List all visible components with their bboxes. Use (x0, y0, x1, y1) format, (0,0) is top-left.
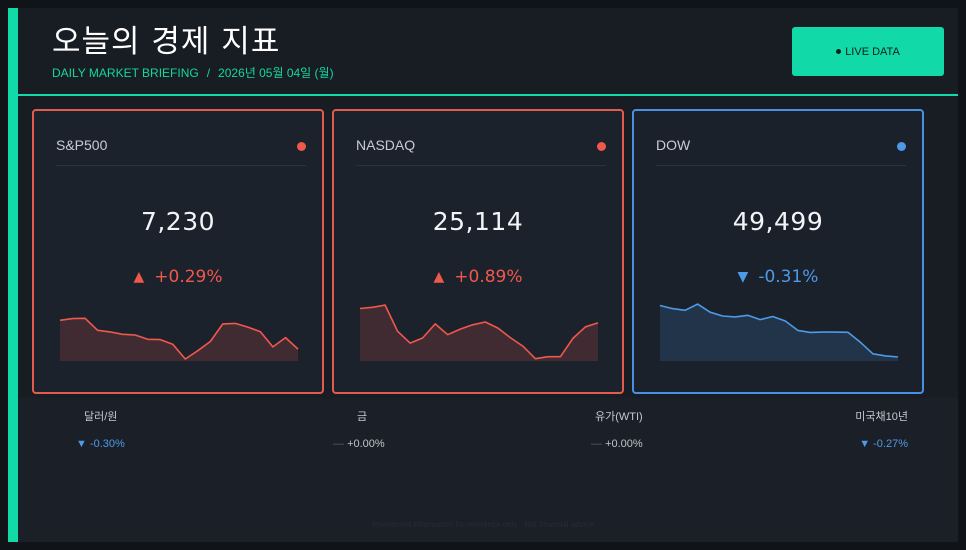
up-arrow-icon: ▲ (433, 269, 445, 285)
sparkline-area (60, 318, 298, 361)
change-percent: -0.27% (873, 438, 908, 450)
sparkline-chart (59, 317, 299, 361)
index-card-sp500[interactable]: S&P500 7,230 ▲ +0.29% (32, 109, 324, 394)
index-value: 25,114 (432, 207, 524, 236)
indicator-name: 미국채10년 (855, 411, 908, 423)
indicator-oil-wti[interactable]: 유가(WTI) — +0.00% (591, 408, 791, 450)
indicator-usd-krw[interactable]: 달러/원 ▼ -0.30% (76, 408, 284, 450)
briefing-date: 2026년 05월 04일 (월) (218, 66, 334, 80)
index-name: S&P500 (56, 137, 108, 153)
footer-disclaimer: Investment information for reference onl… (372, 520, 594, 529)
card-header: NASDAQ (356, 125, 606, 166)
index-card-dow[interactable]: DOW 49,499 ▼ -0.31% (632, 109, 924, 394)
index-value: 7,230 (140, 207, 216, 236)
indicator-name: 달러/원 (84, 411, 118, 423)
status-dot-icon (297, 142, 306, 151)
sparkline-line (59, 317, 299, 360)
subtitle-separator: / (206, 66, 211, 80)
change-percent: -0.30% (89, 438, 125, 450)
sparkline-line (659, 303, 899, 358)
live-data-button[interactable]: LIVE DATA (792, 27, 944, 76)
briefing-label: DAILY MARKET BRIEFING (52, 66, 199, 80)
accent-bar (8, 8, 18, 542)
index-name: NASDAQ (356, 137, 416, 153)
subtitle: DAILY MARKET BRIEFING / 2026년 05월 04일 (월) (52, 64, 334, 81)
sparkline-chart (359, 304, 599, 361)
index-change: ▲ +0.89% (334, 267, 622, 287)
header: 오늘의 경제 지표 DAILY MARKET BRIEFING / 2026년 05… (18, 8, 958, 94)
change-percent: -0.31% (758, 267, 819, 287)
change-percent: +0.29% (154, 267, 223, 287)
indicator-name: 금 (357, 411, 368, 423)
live-dot-icon (836, 49, 842, 54)
indicator-change: — +0.00% (333, 438, 533, 450)
flat-dash-icon: — (591, 438, 602, 450)
up-arrow-icon: ▲ (133, 269, 145, 285)
sparkline-line (359, 304, 599, 360)
indicator-us-10y[interactable]: 미국채10년 ▼ -0.27% (708, 408, 908, 450)
sparkline-area (360, 305, 598, 361)
status-dot-icon (897, 142, 906, 151)
index-card-nasdaq[interactable]: NASDAQ 25,114 ▲ +0.89% (332, 109, 624, 394)
index-change: ▲ +0.29% (34, 267, 322, 287)
change-percent: +0.00% (605, 438, 643, 450)
indicator-change: — +0.00% (591, 438, 791, 450)
change-percent: +0.00% (347, 438, 385, 450)
index-change: ▼ -0.31% (634, 267, 922, 287)
indicator-change: ▼ -0.30% (76, 438, 284, 450)
index-name: DOW (656, 137, 691, 153)
sparkline-chart (659, 303, 899, 361)
status-dot-icon (597, 142, 606, 151)
index-value: 49,499 (732, 207, 824, 236)
indicator-name: 유가(WTI) (595, 411, 643, 423)
live-data-label: LIVE DATA (845, 45, 900, 58)
secondary-indicators-band (18, 398, 958, 542)
page-title: 오늘의 경제 지표 (52, 24, 281, 60)
dashboard-frame: 오늘의 경제 지표 DAILY MARKET BRIEFING / 2026년 05… (8, 8, 958, 542)
change-percent: +0.89% (454, 267, 523, 287)
card-header: S&P500 (56, 125, 306, 166)
indicator-change: ▼ -0.27% (708, 438, 908, 450)
down-arrow-icon: ▼ (76, 438, 87, 450)
flat-dash-icon: — (333, 438, 344, 450)
down-arrow-icon: ▼ (859, 438, 871, 450)
sparkline-area (660, 304, 898, 361)
indicator-gold[interactable]: 금 — +0.00% (333, 408, 533, 450)
header-divider (18, 94, 958, 96)
down-arrow-icon: ▼ (737, 269, 749, 285)
card-header: DOW (656, 125, 906, 166)
